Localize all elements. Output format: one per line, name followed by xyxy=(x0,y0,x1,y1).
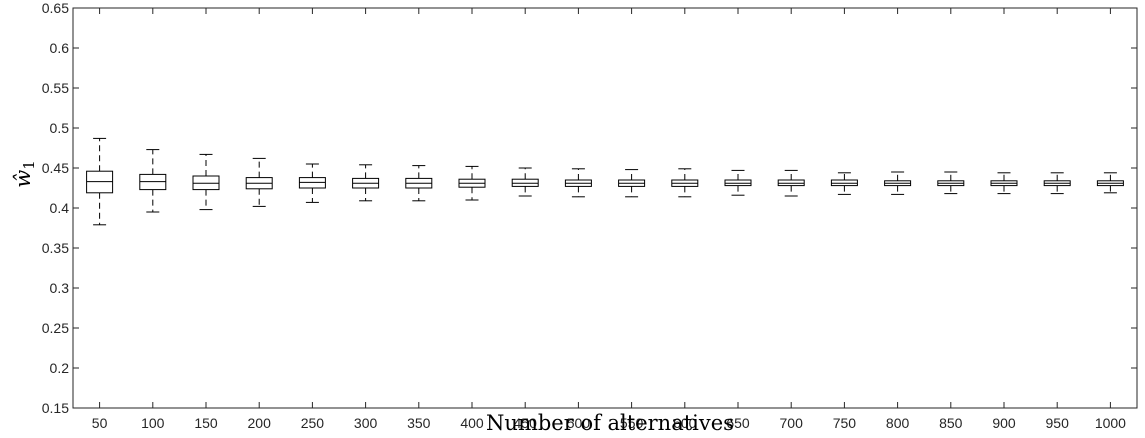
y-tick-label: 0.55 xyxy=(42,80,69,96)
y-axis-ticks: 0.15 0.2 0.25 0.3 0.35 0.4 0.45 0.5 0.55 0.6 0.65 xyxy=(42,0,1137,416)
x-tick-label: 800 xyxy=(886,415,910,431)
x-axis-ticks: 50 100 150 200 250 300 350 400 450 500 550 600 650 70… xyxy=(92,8,1126,431)
y-tick-label: 0.4 xyxy=(50,200,70,216)
box-850 xyxy=(937,171,965,195)
x-tick-label: 550 xyxy=(620,415,644,431)
box-100 xyxy=(139,149,167,213)
y-axis-label-main: ŵ xyxy=(11,170,35,188)
box-950 xyxy=(1043,172,1071,195)
box-750 xyxy=(830,172,858,195)
box-550 xyxy=(618,169,646,198)
x-tick-label: 600 xyxy=(673,415,697,431)
box-400 xyxy=(458,165,486,201)
box-250 xyxy=(298,163,326,203)
x-tick-label: 700 xyxy=(780,415,804,431)
x-axis-label: Number of alternatives xyxy=(486,411,734,435)
y-tick-label: 0.6 xyxy=(50,40,70,56)
box-1000 xyxy=(1096,172,1124,194)
x-tick-label: 400 xyxy=(460,415,484,431)
x-tick-label: 500 xyxy=(567,415,591,431)
y-tick-label: 0.25 xyxy=(42,320,69,336)
y-tick-label: 0.2 xyxy=(50,360,70,376)
box-900 xyxy=(990,172,1018,195)
y-tick-label: 0.3 xyxy=(50,280,70,296)
y-axis-label: ŵ1 xyxy=(11,160,38,188)
box-500 xyxy=(564,168,592,198)
y-tick-label: 0.15 xyxy=(42,400,69,416)
box-650 xyxy=(724,169,752,196)
x-tick-label: 50 xyxy=(92,415,108,431)
box-series xyxy=(86,137,1124,226)
x-tick-label: 200 xyxy=(248,415,272,431)
x-tick-label: 150 xyxy=(194,415,218,431)
y-tick-label: 0.45 xyxy=(42,160,69,176)
box-300 xyxy=(352,164,380,202)
box-50 xyxy=(86,137,114,226)
x-tick-label: 750 xyxy=(833,415,857,431)
box-600 xyxy=(671,168,699,198)
x-tick-label: 100 xyxy=(141,415,165,431)
x-tick-label: 900 xyxy=(992,415,1016,431)
x-tick-label: 250 xyxy=(301,415,325,431)
box-450 xyxy=(511,167,539,197)
y-axis-label-subscript: 1 xyxy=(20,160,38,170)
box-350 xyxy=(405,165,433,202)
y-tick-label: 0.35 xyxy=(42,240,69,256)
x-tick-label: 300 xyxy=(354,415,378,431)
plot-frame xyxy=(72,7,1138,409)
x-tick-label: 650 xyxy=(726,415,750,431)
y-tick-label: 0.65 xyxy=(42,0,69,16)
box-800 xyxy=(884,171,912,195)
x-tick-label: 950 xyxy=(1046,415,1070,431)
box-150 xyxy=(192,153,220,211)
box-200 xyxy=(245,157,273,207)
y-tick-label: 0.5 xyxy=(50,120,70,136)
plot-area xyxy=(72,7,1138,409)
x-tick-label: 350 xyxy=(407,415,431,431)
x-tick-label: 450 xyxy=(514,415,538,431)
x-tick-label: 1000 xyxy=(1095,415,1126,431)
box-700 xyxy=(777,169,805,197)
x-tick-label: 850 xyxy=(939,415,963,431)
